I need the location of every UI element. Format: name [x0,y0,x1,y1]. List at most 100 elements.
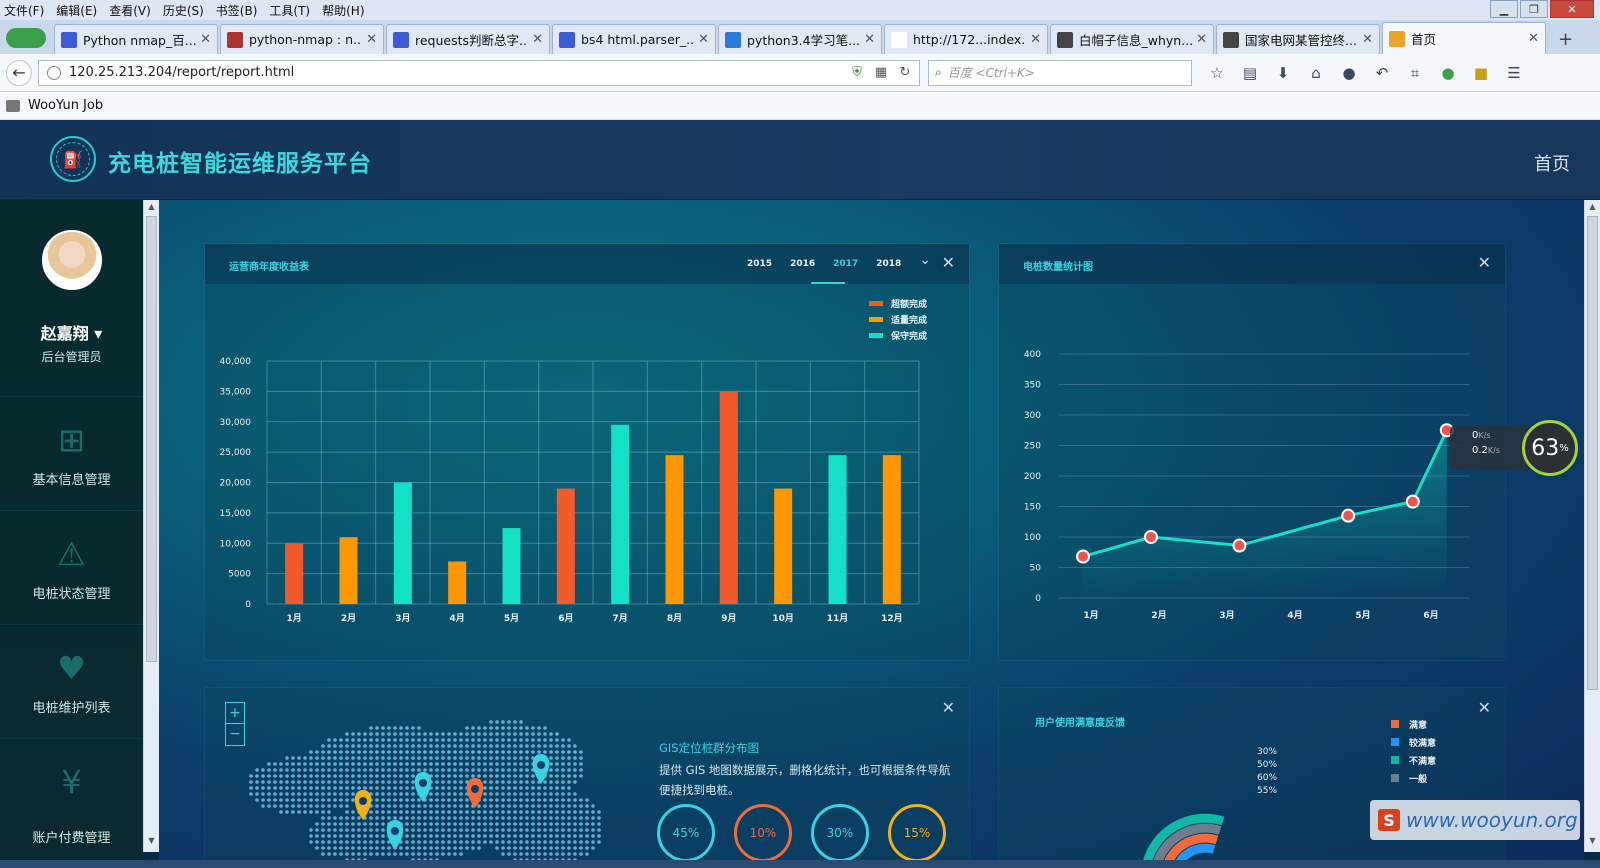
network-speed-widget[interactable]: 0K/s 0.2K/s 63% [1450,420,1588,476]
wechat-icon[interactable]: ● [1441,63,1455,82]
sidebar-item-basic-info[interactable]: ⊞ 基本信息管理 [0,396,143,510]
shield-icon[interactable]: ⛨ [852,65,862,80]
browser-tab[interactable]: 国家电网某管控终... ✕ [1216,24,1380,54]
satisfaction-ring[interactable] [1161,833,1219,868]
close-tab-icon[interactable]: ✕ [200,32,211,47]
zoom-in-button[interactable]: + [226,703,244,724]
menu-view[interactable]: 查看(V) [109,3,151,18]
bar[interactable] [393,482,412,605]
menu-help[interactable]: 帮助(H) [322,3,365,18]
menu-history[interactable]: 历史(S) [162,3,204,18]
scroll-thumb[interactable] [1587,216,1598,690]
zoom-out-button[interactable]: − [229,726,241,742]
menu-bookmarks[interactable]: 书签(B) [215,3,258,18]
bar[interactable] [556,488,575,604]
close-window-button[interactable]: ✕ [1550,0,1594,18]
close-icon[interactable]: ✕ [941,698,955,717]
satisfaction-ring[interactable] [1172,843,1216,868]
bar[interactable] [502,528,521,604]
data-point[interactable] [1341,508,1356,523]
close-tab-icon[interactable]: ✕ [1362,32,1373,47]
menu-edit[interactable]: 编辑(E) [56,3,98,18]
year-tab-2018[interactable]: 2018 [876,259,902,269]
browser-tab[interactable]: python-nmap : n... ✕ [220,24,384,54]
undo-icon[interactable]: ↶ [1375,63,1389,82]
close-tab-icon[interactable]: ✕ [532,32,543,47]
sidebar-scrollbar[interactable]: ▲ ▼ [143,200,159,852]
bar[interactable] [611,424,630,604]
map-dot [393,774,397,778]
close-tab-icon[interactable]: ✕ [1030,32,1041,47]
browser-tab[interactable]: http://172...index.html ✕ [884,24,1048,54]
download-icon[interactable]: ⬇ [1276,63,1290,82]
map-dot [327,738,331,742]
star-icon[interactable]: ☆ [1210,63,1224,82]
scroll-up-arrow-icon[interactable]: ▲ [148,202,155,211]
maximize-button[interactable]: ❐ [1520,0,1548,18]
qrcode-icon[interactable]: ▦ [874,65,888,80]
search-input[interactable]: ⌕ 百度 <Ctrl+K> [928,59,1192,86]
browser-tab[interactable]: 首页 ✕ [1382,22,1546,54]
close-tab-icon[interactable]: ✕ [366,32,377,47]
caret-down-icon[interactable]: ▾ [94,324,103,343]
map-dot [525,768,529,772]
map-dot [387,792,391,796]
new-tab-button[interactable]: + [1558,28,1574,50]
bar[interactable] [774,488,793,604]
bar[interactable] [882,455,901,604]
map-dot [279,786,283,790]
bar[interactable] [285,543,304,604]
year-tab-2015[interactable]: 2015 [747,259,773,269]
reload-icon[interactable]: ↻ [899,65,911,80]
close-tab-icon[interactable]: ✕ [1528,31,1539,46]
tab-group-icon[interactable] [6,28,46,48]
bar[interactable] [719,391,738,604]
close-tab-icon[interactable]: ✕ [1196,32,1207,47]
browser-tab[interactable]: requests判断总字... ✕ [386,24,550,54]
close-icon[interactable]: ✕ [1477,698,1491,717]
bar[interactable] [339,537,358,604]
browser-tab[interactable]: Python nmap_百... ✕ [54,24,218,54]
bar[interactable] [828,455,847,604]
scroll-up-arrow-icon[interactable]: ▲ [1589,202,1596,211]
data-point[interactable] [1144,530,1158,544]
close-icon[interactable]: ✕ [941,253,955,272]
year-tab-2016[interactable]: 2016 [790,259,816,269]
data-point[interactable] [1232,538,1247,553]
sidebar-item-pile-status[interactable]: ⚠ 电桩状态管理 [0,510,143,624]
scroll-down-arrow-icon[interactable]: ▼ [148,836,155,845]
close-tab-icon[interactable]: ✕ [698,32,709,47]
close-tab-icon[interactable]: ✕ [864,32,875,47]
bar[interactable] [448,561,467,604]
back-button[interactable]: ← [6,59,32,86]
crop-icon[interactable]: ⌗ [1410,63,1420,82]
menu-file[interactable]: 文件(F) [4,3,45,18]
menu-tools[interactable]: 工具(T) [269,3,311,18]
scroll-thumb[interactable] [146,216,157,662]
chat-icon[interactable]: ● [1342,63,1356,82]
close-icon[interactable]: ✕ [1477,253,1491,272]
map-dot [567,810,571,814]
data-point[interactable] [1076,549,1090,564]
minimize-button[interactable]: ▁ [1490,0,1518,18]
browser-tab[interactable]: 白帽子信息_whyn... ✕ [1050,24,1214,54]
url-bar[interactable]: 120.25.213.204/report/report.html ⛨ ▦ ↻ [38,59,920,86]
page-scrollbar[interactable]: ▲ ▼ [1584,200,1600,852]
data-point[interactable] [1405,494,1420,509]
bookmark-wooyun-job[interactable]: WooYun Job [28,98,104,113]
avatar[interactable] [42,230,102,290]
menu-icon[interactable]: ☰ [1507,63,1521,82]
scroll-down-arrow-icon[interactable]: ▼ [1589,836,1596,845]
reading-list-icon[interactable]: ▤ [1242,63,1258,82]
year-tab-2017[interactable]: 2017 [833,259,859,269]
bar[interactable] [665,455,684,604]
sidebar-item-billing[interactable]: ¥ 账户付费管理 [0,738,143,852]
chevron-down-icon[interactable]: ⌄ [919,252,931,268]
sidebar-item-maintenance[interactable]: ♥ 电桩维护列表 [0,624,143,738]
user-name[interactable]: 赵嘉翔 ▾ [40,324,103,343]
addon-icon[interactable]: ■ [1473,63,1489,82]
home-icon[interactable]: ⌂ [1311,63,1321,82]
browser-tab[interactable]: bs4 html.parser_... ✕ [552,24,716,54]
home-link[interactable]: 首页 [1534,154,1570,175]
browser-tab[interactable]: python3.4学习笔... ✕ [718,24,882,54]
